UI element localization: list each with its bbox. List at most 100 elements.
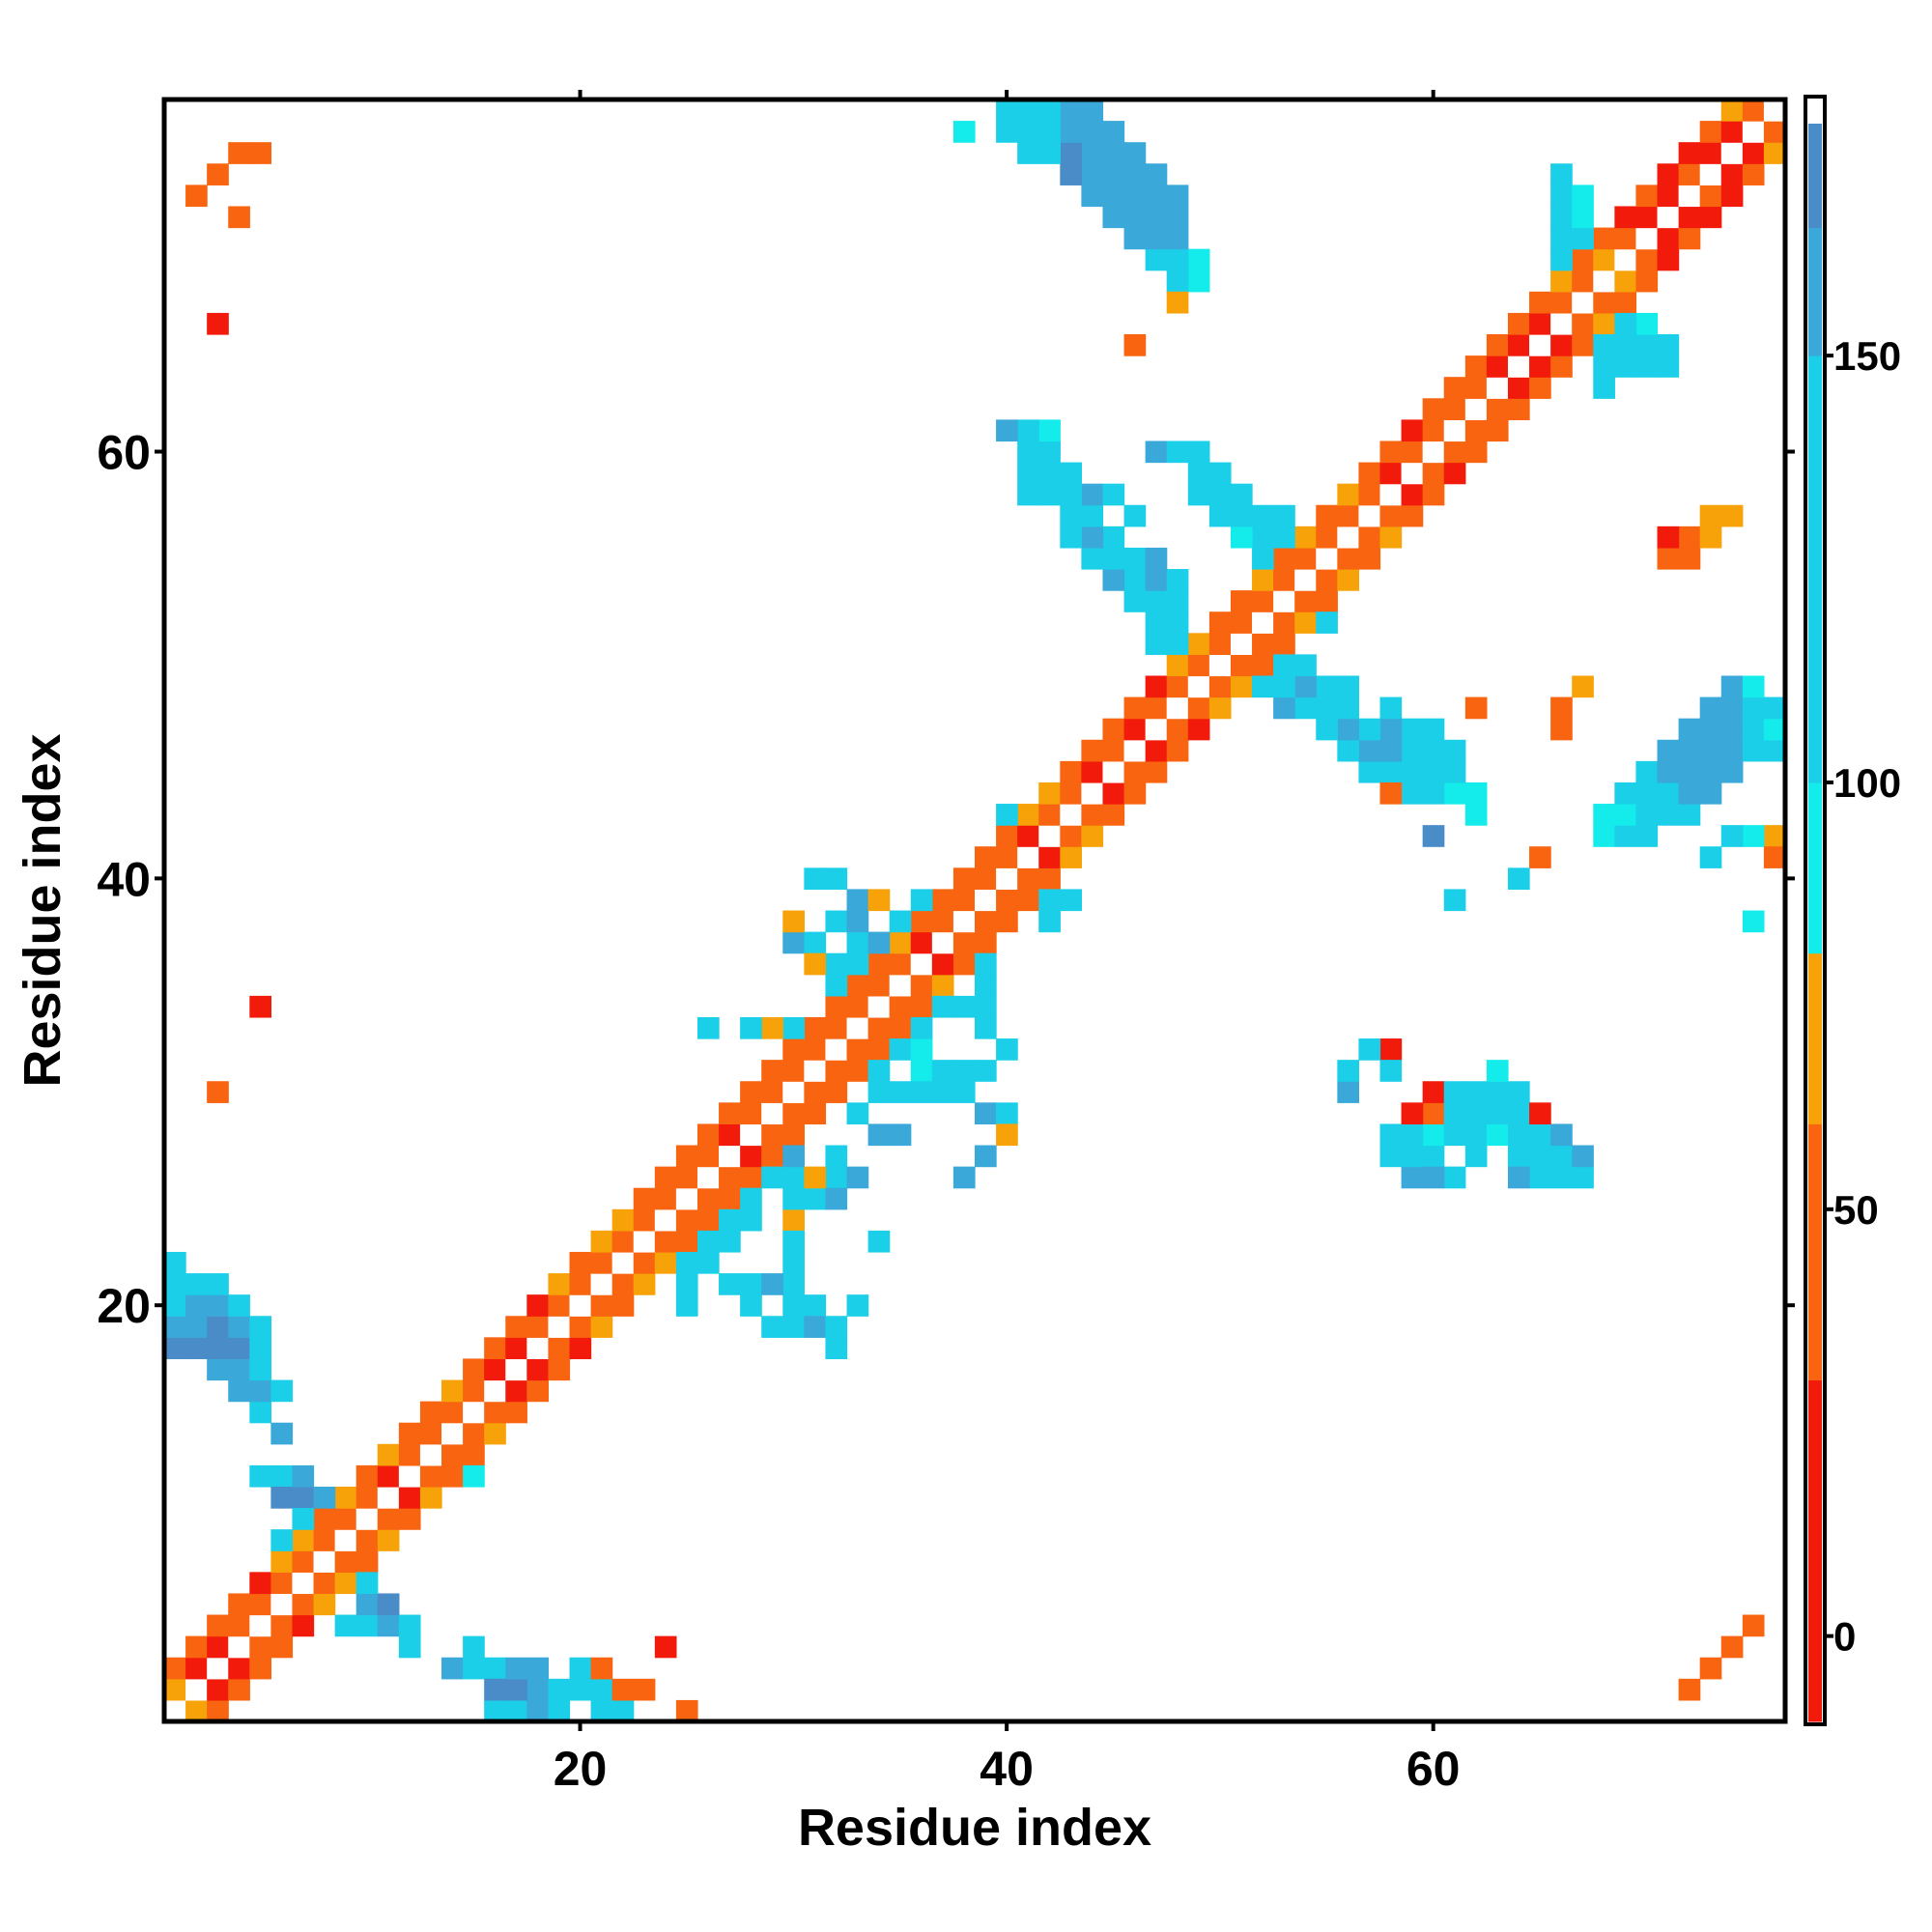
heatmap-cell: [1614, 825, 1637, 847]
heatmap-cell: [1635, 825, 1659, 847]
heatmap-cell: [1294, 569, 1317, 591]
heatmap-cell: [1763, 825, 1786, 847]
heatmap-cell: [1422, 1081, 1445, 1103]
heatmap-cell: [1081, 739, 1104, 762]
heatmap-cell: [761, 1316, 783, 1338]
heatmap-cell: [654, 1230, 677, 1253]
heatmap-cell: [675, 1230, 698, 1253]
heatmap-cell: [569, 1657, 592, 1680]
heatmap-cell: [675, 1187, 698, 1210]
heatmap-cell: [270, 1614, 294, 1637]
heatmap-cell: [1614, 355, 1637, 378]
heatmap-cell: [1294, 547, 1317, 570]
heatmap-cell: [1123, 227, 1147, 250]
heatmap-cell: [484, 1358, 506, 1381]
heatmap-cell: [484, 1699, 506, 1722]
heatmap-cell: [1529, 334, 1551, 356]
heatmap-cell: [1017, 825, 1039, 847]
heatmap-cell: [463, 1635, 485, 1659]
heatmap-cell: [1443, 377, 1466, 399]
heatmap-cell: [867, 1081, 891, 1103]
heatmap-cell: [1145, 440, 1168, 464]
heatmap-cell: [867, 931, 891, 954]
heatmap-cell: [1572, 334, 1594, 356]
heatmap-cell: [1123, 739, 1147, 762]
heatmap-cell: [441, 1657, 464, 1680]
heatmap-cell: [1145, 633, 1168, 655]
heatmap-cell: [1294, 526, 1317, 549]
heatmap-cell: [1657, 760, 1680, 783]
heatmap-cell: [1294, 696, 1317, 720]
heatmap-cell: [1379, 1038, 1403, 1061]
heatmap-cell: [249, 1657, 271, 1680]
heatmap-cell: [1593, 312, 1615, 335]
heatmap-cell: [1401, 1145, 1424, 1168]
heatmap-cell: [825, 1016, 848, 1039]
heatmap-cell: [1464, 398, 1488, 420]
heatmap-cell: [463, 1657, 485, 1680]
heatmap-cell: [1230, 675, 1253, 698]
heatmap-cell: [207, 1358, 229, 1381]
heatmap-cell: [1678, 1678, 1701, 1701]
heatmap-cell: [975, 846, 997, 868]
heatmap-cell: [1614, 804, 1637, 826]
heatmap-cell: [1060, 99, 1082, 122]
heatmap-cell: [782, 1166, 805, 1189]
heatmap-cell: [1166, 718, 1189, 741]
heatmap-cell: [1507, 398, 1530, 420]
heatmap-cell: [1358, 739, 1381, 762]
heatmap-cell: [463, 1379, 485, 1403]
heatmap-cell: [548, 1699, 571, 1722]
heatmap-cell: [185, 1273, 208, 1295]
heatmap-cell: [1187, 718, 1210, 741]
heatmap-cell: [505, 1337, 527, 1360]
heatmap-cell: [1316, 569, 1338, 591]
heatmap-cell: [1529, 1102, 1551, 1125]
heatmap-cell: [996, 804, 1018, 826]
heatmap-cell: [804, 867, 827, 891]
heatmap-cell: [804, 1166, 827, 1189]
heatmap-cell: [1550, 248, 1573, 271]
heatmap-cell: [1017, 440, 1039, 464]
heatmap-cell: [1572, 185, 1594, 208]
x-axis-label: Residue index: [798, 1799, 1151, 1857]
heatmap-cell: [1123, 185, 1147, 208]
heatmap-cell: [846, 1294, 869, 1317]
heatmap-cell: [996, 1102, 1018, 1125]
heatmap-cell: [1507, 1102, 1530, 1125]
heatmap-cell: [740, 1102, 762, 1125]
heatmap-cell: [761, 1102, 783, 1125]
heatmap-cell: [1401, 739, 1424, 762]
heatmap-cell: [1166, 696, 1189, 720]
heatmap-cell: [1486, 377, 1509, 399]
heatmap-cell: [1379, 696, 1403, 720]
heatmap-cell: [1593, 355, 1615, 378]
heatmap-cell: [505, 1316, 527, 1338]
heatmap-cell: [1102, 739, 1125, 762]
heatmap-cell: [249, 1358, 271, 1381]
heatmap-cell: [1678, 739, 1701, 762]
heatmap-cell: [1316, 696, 1338, 720]
heatmap-cell: [611, 1294, 635, 1317]
heatmap-cell: [1252, 504, 1274, 527]
heatmap-cell: [782, 1251, 805, 1274]
heatmap-cell: [398, 1422, 421, 1445]
heatmap-cell: [889, 1016, 912, 1039]
heatmap-cell: [207, 312, 229, 335]
heatmap-cell: [1422, 1145, 1445, 1168]
heatmap-cell: [1507, 1081, 1530, 1103]
heatmap-cell: [1593, 248, 1615, 271]
heatmap-cell: [1358, 462, 1381, 485]
heatmap-cell: [1593, 377, 1615, 399]
heatmap-cell: [1316, 547, 1338, 570]
heatmap-cell: [910, 995, 933, 1018]
heatmap-cell: [1464, 1123, 1488, 1147]
heatmap-cell: [1166, 569, 1189, 591]
heatmap-cell: [228, 1593, 250, 1616]
heatmap-cell: [952, 1166, 976, 1189]
heatmap-cell: [975, 974, 997, 997]
heatmap-cell: [1742, 163, 1765, 185]
heatmap-cell: [825, 995, 848, 1018]
heatmap-cell: [1464, 440, 1488, 464]
